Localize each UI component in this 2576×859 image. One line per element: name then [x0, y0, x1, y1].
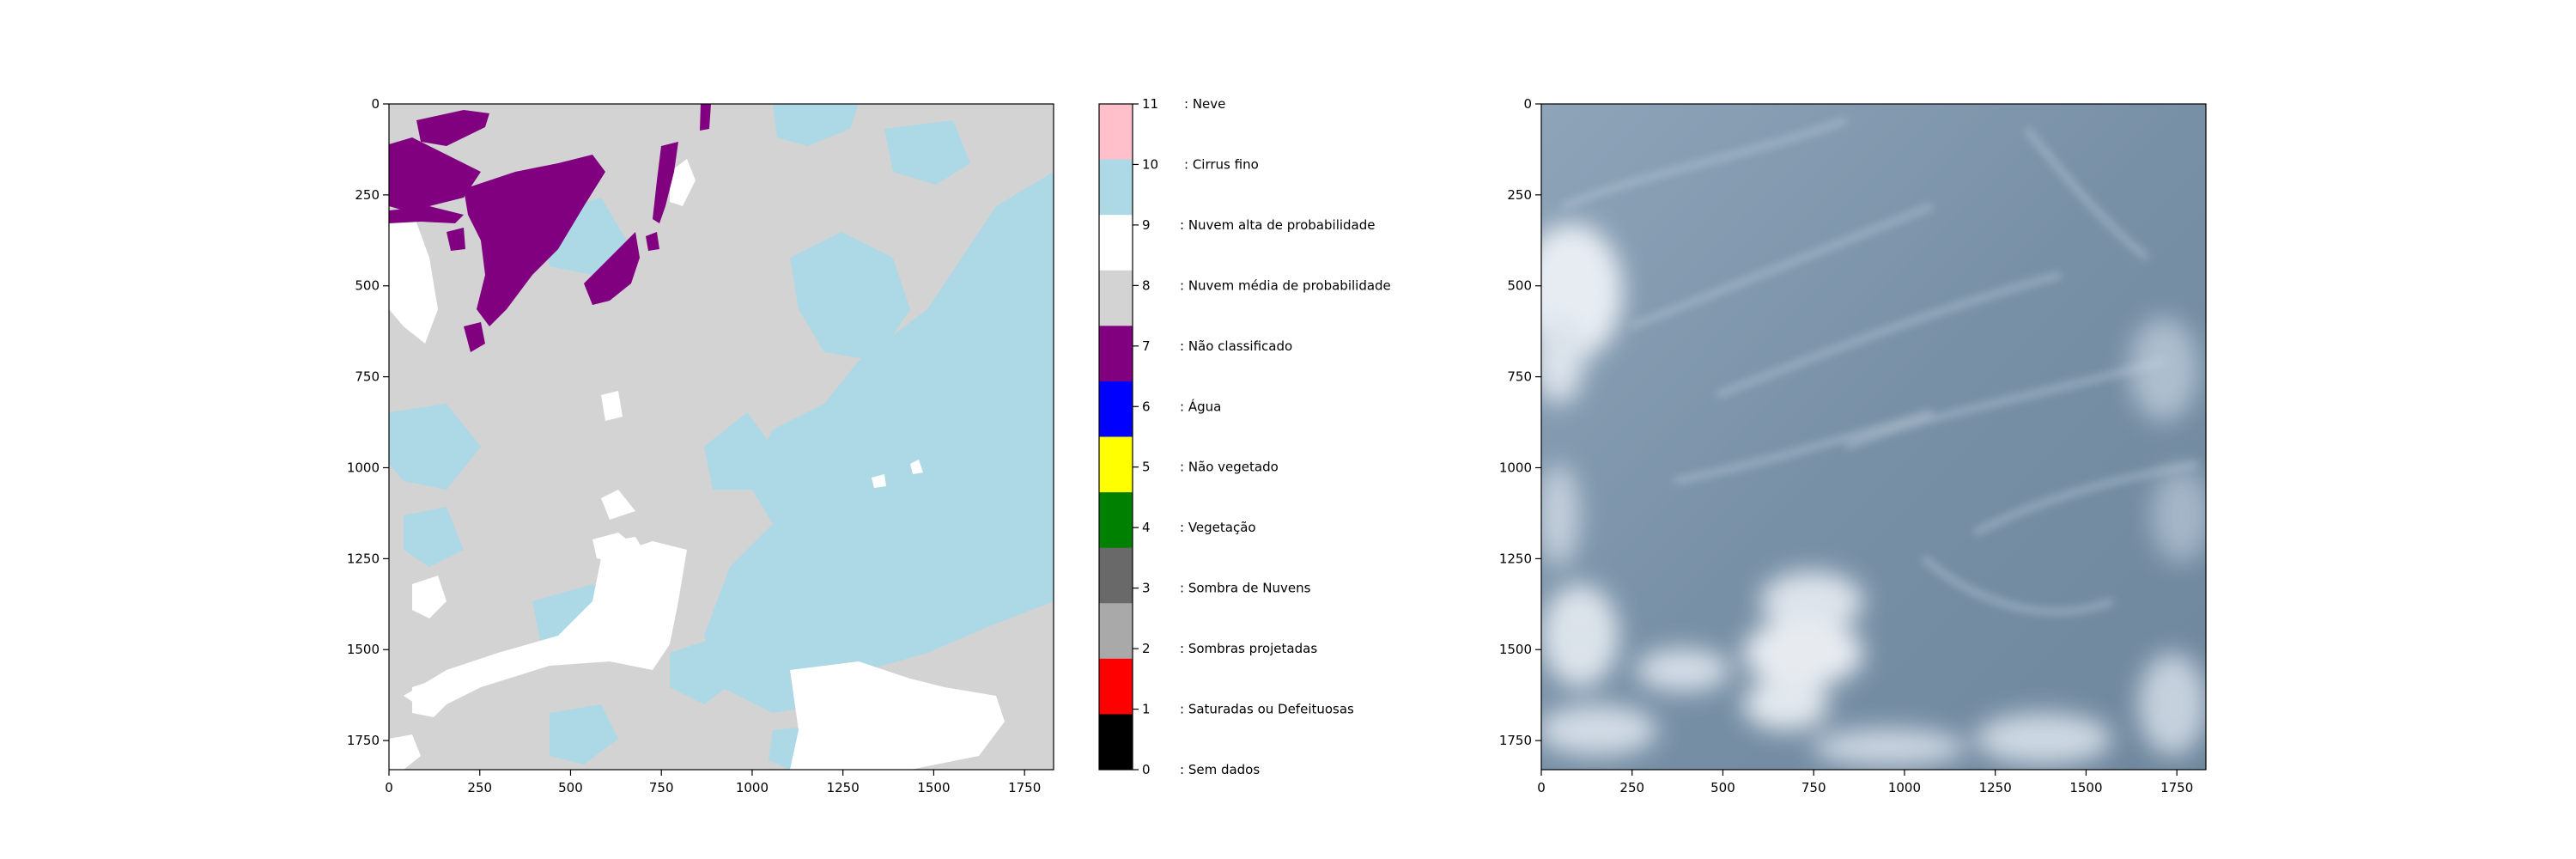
colorbar-tick-label: 9: [1142, 217, 1151, 233]
x-tick-label: 1000: [1888, 780, 1921, 795]
colorbar-class-label: : Sombra de Nuvens: [1180, 581, 1311, 596]
x-tick-label: 1250: [1979, 780, 2012, 795]
colorbar-class-labels: : Neve : Cirrus fino : Nuvem alta de proba…: [1180, 96, 1391, 777]
satellite-rgb-image: [1541, 104, 2206, 770]
colorbar-segment: [1099, 714, 1133, 771]
y-tick-label: 500: [355, 278, 380, 294]
colorbar-tick-label: 4: [1142, 520, 1151, 535]
x-tick-label: 1000: [736, 780, 769, 795]
colorbar-class-label: : Não classificado: [1180, 338, 1292, 354]
colorbar-tick-label: 10: [1142, 156, 1158, 172]
y-tick-label: 1750: [1499, 733, 1532, 748]
satellite-image-x-ticks: 0 250 500 750 1000 1250 1500 1750: [1537, 770, 2193, 795]
y-tick-label: 1250: [1499, 551, 1532, 566]
colorbar-class-label: : Água: [1180, 398, 1221, 414]
colorbar-segment: [1099, 603, 1133, 660]
colorbar-segment: [1099, 381, 1133, 437]
colorbar-tick-label: 5: [1142, 460, 1151, 475]
colorbar-tick-label: 6: [1142, 399, 1151, 414]
y-tick-label: 1000: [347, 460, 380, 475]
x-tick-label: 1750: [2160, 780, 2193, 795]
y-tick-label: 0: [1523, 96, 1532, 112]
colorbar-class-label: : Nuvem média de probabilidade: [1180, 277, 1391, 293]
x-tick-label: 0: [385, 780, 393, 795]
colorbar-tick-label: 0: [1142, 762, 1151, 777]
classification-map-axes: 0 250 500 750 1000 1250 1500 1750 0 250 500 750 100…: [347, 96, 1054, 795]
y-tick-label: 1000: [1499, 460, 1532, 475]
colorbar-class-label: : Saturadas ou Defeituosas: [1180, 702, 1354, 717]
x-tick-label: 750: [649, 780, 674, 795]
satellite-image-y-ticks: 0 250 500 750 1000 1250 1500 1750: [1499, 96, 1541, 748]
colorbar-segment: [1099, 104, 1133, 161]
classification-map-y-ticks: 0 250 500 750 1000 1250 1500 1750: [347, 96, 389, 748]
y-tick-label: 750: [355, 369, 380, 385]
x-tick-label: 250: [467, 780, 492, 795]
colorbar-tick-label: 1: [1142, 702, 1151, 717]
y-tick-label: 1500: [1499, 642, 1532, 657]
x-tick-label: 750: [1801, 780, 1826, 795]
colorbar-class-label: : Sombras projetadas: [1180, 641, 1317, 656]
colorbar-segment: [1099, 270, 1133, 326]
x-tick-label: 500: [558, 780, 583, 795]
colorbar-segments: [1099, 104, 1133, 771]
x-tick-label: 1500: [2069, 780, 2102, 795]
satellite-image-axes: 0 250 500 750 1000 1250 1500 1750 0 250 500 750 100…: [1499, 96, 2207, 795]
colorbar-class-label: : Não vegetado: [1180, 460, 1279, 475]
y-tick-label: 1500: [347, 642, 380, 657]
colorbar-class-label: : Nuvem alta de probabilidade: [1180, 217, 1376, 233]
colorbar-segment: [1099, 658, 1133, 715]
x-tick-label: 0: [1537, 780, 1546, 795]
colorbar-tick-label: 11: [1142, 96, 1158, 112]
x-tick-label: 250: [1619, 780, 1644, 795]
colorbar-segment: [1099, 492, 1133, 549]
x-tick-label: 1750: [1008, 780, 1041, 795]
colorbar-tick-label: 2: [1142, 641, 1151, 656]
x-tick-label: 1250: [827, 780, 860, 795]
colorbar-tick-label: 3: [1142, 581, 1151, 596]
y-tick-label: 0: [371, 96, 380, 112]
colorbar-class-label: : Neve: [1184, 96, 1225, 112]
y-tick-label: 250: [1507, 187, 1532, 203]
colorbar-segment: [1099, 547, 1133, 604]
colorbar-class-label: : Cirrus fino: [1184, 156, 1259, 172]
colorbar-tick-label: 7: [1142, 338, 1151, 354]
colorbar-segment: [1099, 436, 1133, 493]
colorbar-segment: [1099, 215, 1133, 271]
classification-map-image: [389, 104, 1054, 770]
y-tick-label: 1750: [347, 733, 380, 748]
colorbar-class-label: : Vegetação: [1180, 520, 1256, 535]
x-tick-label: 1500: [917, 780, 950, 795]
y-tick-label: 1250: [347, 551, 380, 566]
y-tick-label: 250: [355, 187, 380, 203]
classification-map-x-ticks: 0 250 500 750 1000 1250 1500 1750: [385, 770, 1041, 795]
colorbar-segment: [1099, 326, 1133, 382]
x-tick-label: 500: [1710, 780, 1735, 795]
colorbar-tick-label: 8: [1142, 277, 1151, 293]
y-tick-label: 750: [1507, 369, 1532, 385]
colorbar-segment: [1099, 159, 1133, 216]
y-tick-label: 500: [1507, 278, 1532, 294]
colorbar-class-label: : Sem dados: [1180, 762, 1260, 777]
